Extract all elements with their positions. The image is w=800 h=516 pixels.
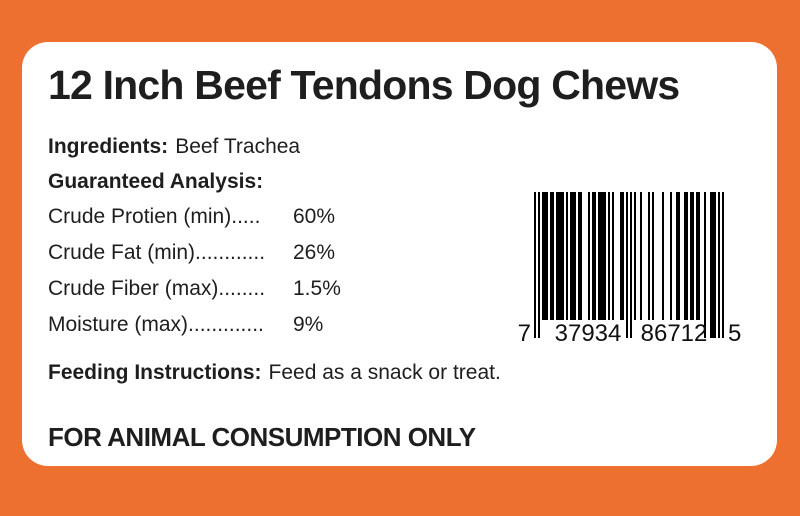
analysis-name: Crude Fiber (max) xyxy=(48,277,219,300)
analysis-value: 9% xyxy=(293,313,324,336)
upc-barcode: 7 37934 86712 5 xyxy=(518,190,748,346)
analysis-row: Crude Fat (min)............ 26% xyxy=(48,235,537,271)
analysis-value: 26% xyxy=(293,241,336,264)
consumption-warning: FOR ANIMAL CONSUMPTION ONLY xyxy=(48,422,476,452)
ingredients-value: Beef Trachea xyxy=(175,135,301,158)
analysis-name: Moisture (max) xyxy=(48,313,189,336)
product-title: 12 Inch Beef Tendons Dog Chews xyxy=(48,62,680,108)
dot-leader: ........ xyxy=(218,277,266,300)
guaranteed-analysis-table: Crude Protien (min)..... 60% Crude Fat (… xyxy=(48,199,537,343)
ingredients-label: Ingredients: xyxy=(48,135,169,158)
label-card: 12 Inch Beef Tendons Dog Chews Ingredien… xyxy=(22,42,777,466)
dot-leader: ..... xyxy=(231,205,261,228)
analysis-name: Crude Protien (min) xyxy=(48,205,232,228)
analysis-name: Crude Fat (min) xyxy=(48,241,196,264)
analysis-row: Crude Protien (min)..... 60% xyxy=(48,199,537,235)
analysis-row: Crude Fiber (max)........ 1.5% xyxy=(48,271,537,307)
feeding-instructions-label: Feeding Instructions: xyxy=(48,361,262,384)
analysis-value: 1.5% xyxy=(293,277,341,300)
analysis-row: Moisture (max)............. 9% xyxy=(48,307,537,343)
dot-leader: ............ xyxy=(195,241,266,264)
svg-text:7: 7 xyxy=(518,320,531,346)
svg-text:86712: 86712 xyxy=(641,320,708,346)
analysis-value: 60% xyxy=(293,205,336,228)
feeding-instructions-line: Feeding Instructions: Feed as a snack or … xyxy=(48,355,537,390)
label-text-content: 12 Inch Beef Tendons Dog Chews Ingredien… xyxy=(48,42,680,452)
guaranteed-analysis-heading: Guaranteed Analysis: xyxy=(48,170,264,193)
dot-leader: ............. xyxy=(188,313,264,336)
feeding-instructions-value: Feed as a snack or treat. xyxy=(268,361,501,384)
upc-barcode-graphic: 7 37934 86712 5 xyxy=(518,192,741,346)
svg-text:5: 5 xyxy=(728,320,741,346)
svg-text:37934: 37934 xyxy=(555,320,622,346)
ingredients-line: Ingredients: Beef Trachea xyxy=(48,129,537,164)
